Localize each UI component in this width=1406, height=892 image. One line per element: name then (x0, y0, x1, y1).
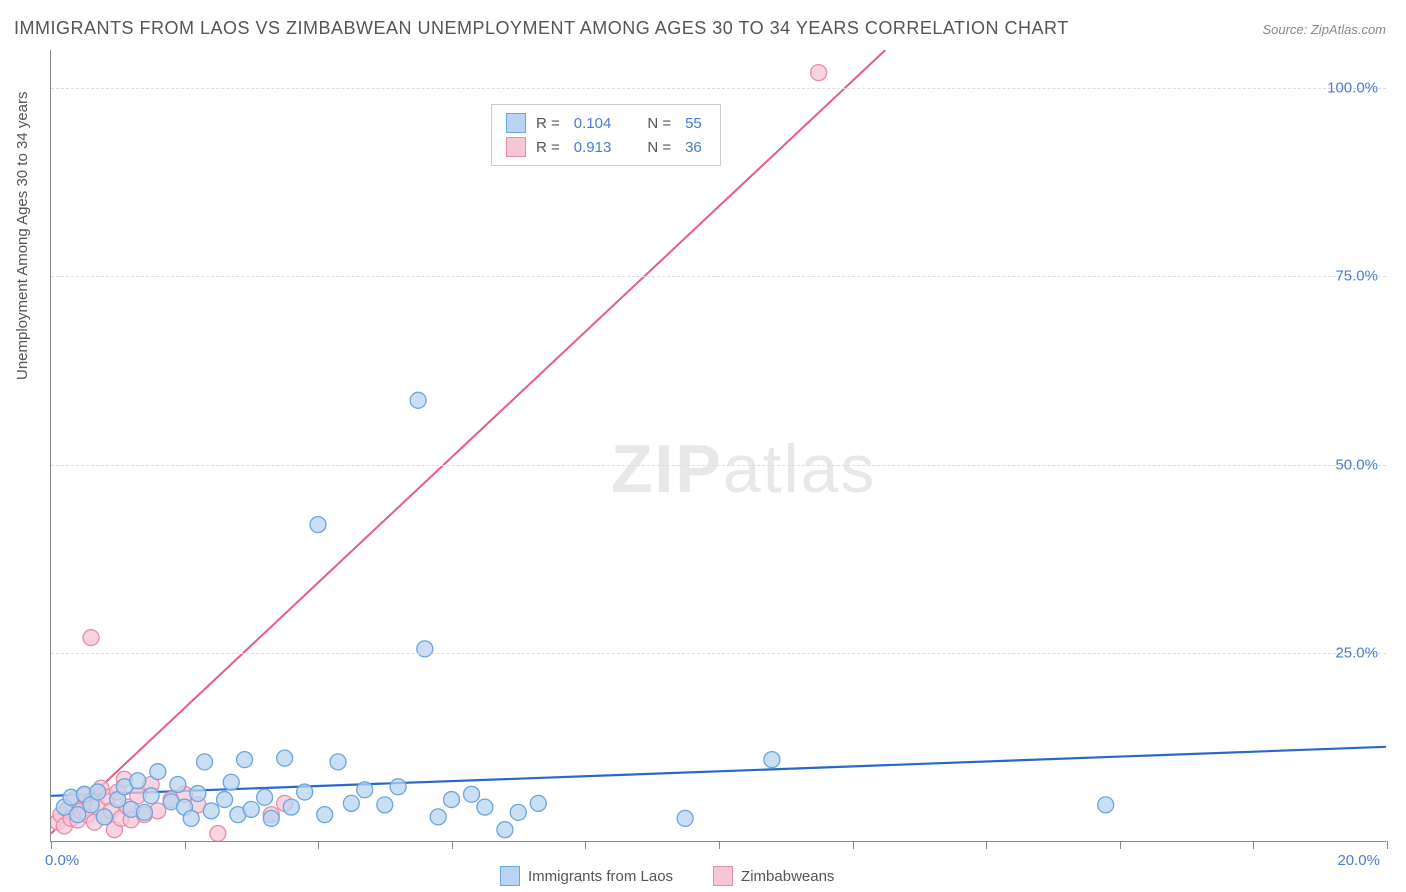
n-value-1: 55 (685, 115, 702, 132)
data-point (430, 809, 446, 825)
data-point (410, 392, 426, 408)
data-point (764, 752, 780, 768)
data-point (417, 641, 433, 657)
data-point (203, 803, 219, 819)
x-axis-max-label: 20.0% (1337, 852, 1380, 869)
x-axis-min-label: 0.0% (45, 852, 79, 869)
legend-row-series1: R = 0.104 N = 55 (506, 111, 706, 135)
data-point (310, 517, 326, 533)
data-point (510, 804, 526, 820)
data-point (317, 807, 333, 823)
x-tick (51, 841, 52, 849)
legend-item-2: Zimbabweans (713, 866, 834, 886)
y-tick-label: 100.0% (1327, 79, 1378, 96)
swatch-bottom-2 (713, 866, 733, 886)
source-label: Source: ZipAtlas.com (1262, 22, 1386, 37)
data-point (190, 786, 206, 802)
data-point (183, 810, 199, 826)
n-label: N = (647, 115, 671, 132)
legend-row-series2: R = 0.913 N = 36 (506, 135, 706, 159)
swatch-bottom-1 (500, 866, 520, 886)
legend-item-1: Immigrants from Laos (500, 866, 673, 886)
n-label: N = (647, 139, 671, 156)
data-point (237, 752, 253, 768)
data-point (210, 825, 226, 841)
n-value-2: 36 (685, 139, 702, 156)
legend-correlation: R = 0.104 N = 55 R = 0.913 N = 36 (491, 104, 721, 166)
data-point (477, 799, 493, 815)
legend-label-2: Zimbabweans (741, 868, 834, 885)
gridline (51, 276, 1386, 277)
data-point (83, 630, 99, 646)
x-tick (1253, 841, 1254, 849)
data-point (70, 807, 86, 823)
x-tick (719, 841, 720, 849)
gridline (51, 88, 1386, 89)
data-point (263, 810, 279, 826)
data-point (170, 777, 186, 793)
data-point (390, 779, 406, 795)
data-point (143, 788, 159, 804)
data-point (677, 810, 693, 826)
chart-title: IMMIGRANTS FROM LAOS VS ZIMBABWEAN UNEMP… (14, 18, 1069, 39)
r-value-2: 0.913 (574, 139, 612, 156)
data-point (811, 65, 827, 81)
data-point (464, 786, 480, 802)
data-point (223, 774, 239, 790)
legend-series: Immigrants from Laos Zimbabweans (500, 866, 834, 886)
data-point (530, 795, 546, 811)
x-tick (318, 841, 319, 849)
data-point (150, 764, 166, 780)
data-point (90, 784, 106, 800)
data-point (130, 773, 146, 789)
gridline (51, 653, 1386, 654)
y-tick-label: 50.0% (1335, 456, 1378, 473)
data-point (283, 799, 299, 815)
trend-line (51, 50, 885, 833)
data-point (136, 804, 152, 820)
r-label: R = (536, 139, 560, 156)
y-tick-label: 75.0% (1335, 268, 1378, 285)
data-point (243, 801, 259, 817)
gridline (51, 465, 1386, 466)
swatch-series2 (506, 137, 526, 157)
data-point (197, 754, 213, 770)
data-point (357, 782, 373, 798)
x-tick (1387, 841, 1388, 849)
x-tick (853, 841, 854, 849)
legend-label-1: Immigrants from Laos (528, 868, 673, 885)
x-tick (1120, 841, 1121, 849)
r-label: R = (536, 115, 560, 132)
y-axis-label: Unemployment Among Ages 30 to 34 years (14, 91, 31, 380)
data-point (1098, 797, 1114, 813)
data-point (297, 784, 313, 800)
data-point (444, 792, 460, 808)
x-tick (452, 841, 453, 849)
y-tick-label: 25.0% (1335, 645, 1378, 662)
data-point (257, 789, 273, 805)
data-point (330, 754, 346, 770)
data-point (497, 822, 513, 838)
data-point (217, 792, 233, 808)
data-point (377, 797, 393, 813)
data-point (277, 750, 293, 766)
data-point (343, 795, 359, 811)
x-tick (585, 841, 586, 849)
data-point (96, 809, 112, 825)
scatter-plot (51, 50, 1386, 841)
plot-area: ZIPatlas R = 0.104 N = 55 R = 0.913 N = … (50, 50, 1386, 842)
x-tick (185, 841, 186, 849)
x-tick (986, 841, 987, 849)
swatch-series1 (506, 113, 526, 133)
r-value-1: 0.104 (574, 115, 612, 132)
